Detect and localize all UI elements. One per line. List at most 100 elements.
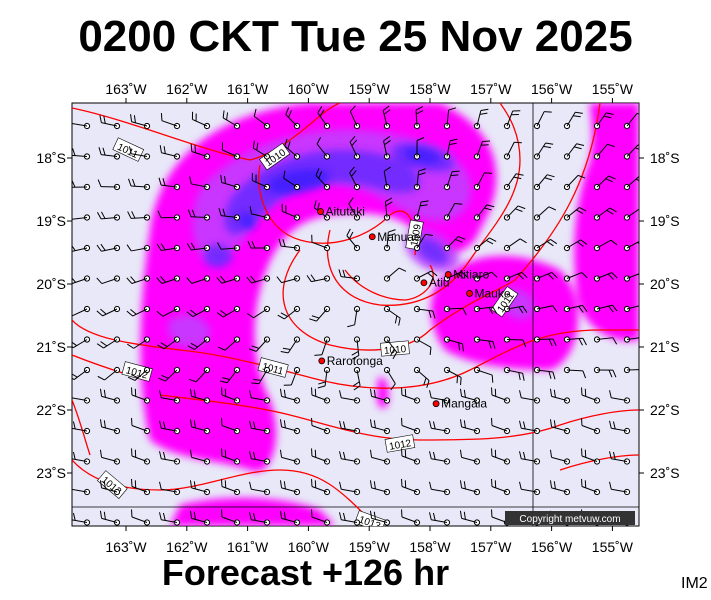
wind-barb — [413, 305, 436, 319]
wind-barb — [609, 451, 631, 465]
wind-barb — [72, 180, 91, 191]
wind-barb — [383, 305, 401, 326]
wind-barb — [563, 304, 588, 313]
wind-barb — [129, 146, 151, 160]
wind-barb — [158, 177, 181, 191]
wind-barb — [220, 174, 241, 191]
lon-labels-top: 163˚W 162˚W 161˚W 160˚W 159˚W 158˚W 157˚W 156˚W… — [105, 81, 633, 97]
wind-barb — [189, 449, 211, 465]
wind-barb — [383, 267, 407, 282]
wind-barb — [97, 179, 121, 191]
lon-label: 155˚W — [592, 539, 634, 555]
wind-barb — [72, 244, 91, 252]
wind-barb — [216, 275, 241, 284]
wind-barb — [156, 305, 181, 317]
wind-barb — [159, 420, 181, 435]
forecast-text: Forecast +126 hr — [161, 552, 450, 593]
wind-barb — [278, 238, 301, 252]
wind-barb — [221, 448, 241, 465]
wind-barb — [285, 107, 301, 130]
lon-label: 155˚W — [592, 81, 634, 97]
wind-barb — [533, 206, 557, 221]
lon-label: 156˚W — [531, 81, 573, 97]
wind-barb — [251, 366, 271, 385]
wind-barb — [96, 336, 121, 349]
image-code: IM2 — [681, 575, 708, 592]
wind-barb — [503, 336, 527, 348]
lat-label: 22˚S — [650, 402, 680, 418]
wind-barb — [349, 166, 361, 191]
wind-barb — [157, 336, 181, 350]
lon-label: 160˚W — [288, 81, 330, 97]
lon-label: 161˚W — [227, 539, 269, 555]
wind-barb — [369, 510, 391, 526]
wind-barb — [533, 142, 554, 160]
wind-barb — [72, 397, 91, 404]
wind-barb — [503, 141, 522, 160]
lon-label: 157˚W — [470, 81, 512, 97]
lat-label: 19˚S — [650, 213, 680, 229]
wind-barb — [189, 176, 211, 191]
wind-barb — [159, 145, 181, 160]
wind-barb — [157, 210, 181, 221]
wind-barb — [189, 388, 211, 404]
wind-barb — [316, 137, 331, 160]
wind-barb — [131, 448, 151, 465]
wind-barb — [246, 305, 271, 319]
wind-barb — [429, 512, 451, 526]
wind-barb — [413, 336, 432, 355]
wind-barb — [443, 170, 460, 191]
wind-barb — [97, 211, 121, 221]
lon-label: 163˚W — [105, 81, 147, 97]
wind-barb — [563, 111, 583, 130]
town-label: Mitiaro — [453, 268, 489, 282]
wind-barb — [473, 172, 493, 191]
lat-label: 23˚S — [650, 465, 680, 481]
wind-barb — [413, 168, 426, 191]
wind-barb — [473, 237, 497, 252]
copyright-box — [505, 511, 635, 525]
wind-barb — [131, 478, 151, 496]
wind-barb — [186, 305, 211, 318]
wind-barb — [443, 107, 457, 130]
lon-label: 163˚W — [105, 539, 147, 555]
wind-barb — [491, 478, 511, 496]
wind-barb — [593, 175, 616, 191]
wind-barb — [187, 209, 211, 221]
wind-barb — [159, 390, 181, 404]
wind-barb — [491, 387, 511, 404]
wind-barb — [311, 417, 331, 435]
lat-label: 21˚S — [650, 339, 680, 355]
wind-barb — [352, 366, 361, 391]
wind-barb — [249, 390, 271, 404]
wind-barb — [347, 305, 361, 328]
lat-label: 21˚S — [36, 339, 66, 355]
wind-barb — [473, 305, 498, 315]
wind-barb — [533, 111, 552, 130]
wind-barb — [413, 106, 424, 130]
town-marker — [318, 357, 326, 365]
isobar-label: 1011 — [261, 361, 285, 377]
wind-barb — [549, 388, 571, 404]
wind-barb — [72, 148, 91, 160]
lon-labels-bottom: 163˚W 162˚W 161˚W 160˚W 159˚W 158˚W 157˚W 156˚W… — [105, 539, 633, 555]
town-label: Rarotonga — [327, 354, 383, 368]
wind-barb — [369, 480, 391, 496]
wind-barb — [623, 366, 639, 377]
town-label: Atiu — [429, 276, 450, 290]
lat-labels-left: 18˚S 19˚S 20˚S 21˚S 22˚S 23˚S — [36, 150, 66, 481]
wind-barb — [159, 451, 181, 465]
lon-label: 160˚W — [288, 539, 330, 555]
wind-barb — [189, 480, 211, 496]
wind-barb — [280, 336, 301, 354]
wind-barb — [283, 170, 301, 191]
wind-barb — [503, 205, 526, 221]
wind-barb — [339, 390, 361, 404]
wind-barb — [126, 275, 151, 285]
wind-barb — [401, 387, 421, 404]
town-marker — [420, 279, 428, 287]
town-label: Mauke — [475, 286, 511, 300]
wind-barb — [72, 275, 91, 285]
wind-barb — [72, 214, 91, 221]
wind-barb — [99, 449, 121, 465]
